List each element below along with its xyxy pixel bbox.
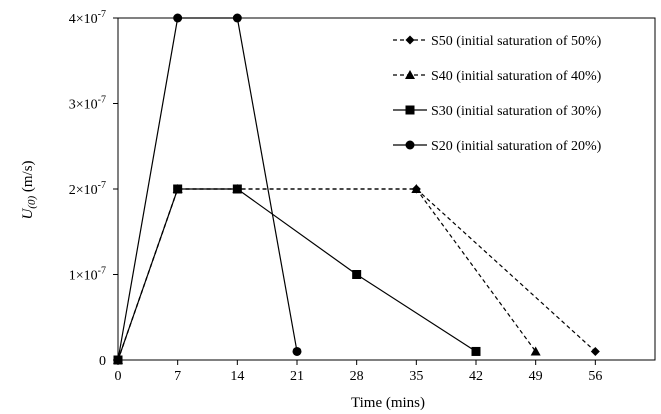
- legend-label: S20 (initial saturation of 20%): [431, 139, 602, 154]
- legend-item: S30 (initial saturation of 30%): [393, 104, 602, 119]
- data-point-square: [232, 184, 242, 194]
- y-tick-label: 3×10-7: [69, 95, 106, 113]
- legend-label: S40 (initial saturation of 40%): [431, 69, 602, 84]
- y-tick-label: 1×10-7: [69, 266, 106, 284]
- x-tick-label: 21: [290, 369, 304, 384]
- y-axis-title-subscript: (0): [26, 196, 38, 209]
- series-line: [117, 17, 298, 361]
- legend: S50 (initial saturation of 50%) S40 (init…: [393, 34, 602, 154]
- x-tick-label: 56: [588, 369, 602, 384]
- data-point-square: [471, 346, 481, 356]
- legend-marker-square: [405, 105, 415, 115]
- series-4: [113, 13, 302, 365]
- x-tick-label: 28: [350, 369, 364, 384]
- data-point-triangle: [530, 346, 541, 356]
- x-tick-label: 35: [409, 369, 423, 384]
- data-point-triangle: [411, 184, 422, 193]
- legend-label: S30 (initial saturation of 30%): [431, 104, 602, 119]
- series-3: [113, 184, 481, 365]
- legend-item: S40 (initial saturation of 40%): [393, 69, 602, 84]
- y-axis-title-unit: (m/s): [20, 160, 36, 195]
- data-point-circle: [292, 346, 302, 356]
- data-point-diamond: [590, 346, 600, 356]
- data-point-square: [173, 184, 183, 194]
- y-tick-label: 0: [99, 354, 106, 369]
- x-tick-label: 42: [469, 369, 483, 384]
- x-tick-label: 14: [230, 369, 244, 384]
- y-tick-label: 2×10-7: [69, 180, 106, 198]
- data-point-square: [352, 270, 362, 279]
- data-point-circle: [173, 13, 183, 23]
- series-line: [117, 188, 537, 361]
- legend-item: S50 (initial saturation of 50%): [393, 34, 602, 49]
- x-tick-label: 49: [529, 369, 543, 384]
- x-tick-label: 7: [174, 369, 181, 384]
- series-line: [117, 188, 477, 361]
- y-tick-label: 4×10-7: [69, 9, 106, 27]
- data-point-circle: [232, 13, 242, 23]
- y-axis-title: U(0) (m/s): [20, 160, 38, 219]
- y-axis-title-symbol: U: [20, 208, 36, 220]
- legend-marker-diamond: [405, 35, 415, 45]
- x-tick-label: 0: [115, 369, 122, 384]
- x-axis-title: Time (mins): [351, 395, 425, 411]
- legend-marker-circle: [405, 140, 415, 150]
- legend-marker-triangle: [405, 70, 415, 79]
- legend-item: S20 (initial saturation of 20%): [393, 139, 602, 154]
- series-2: [113, 184, 541, 364]
- legend-label: S50 (initial saturation of 50%): [431, 34, 602, 49]
